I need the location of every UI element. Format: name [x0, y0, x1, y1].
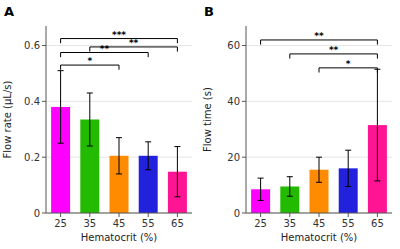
y-tick-label: 20 [227, 152, 240, 163]
error-bar [316, 157, 322, 182]
y-tick [42, 101, 46, 102]
y-axis-label: Flow rate (μL/s) [2, 80, 13, 158]
error-bar-line [174, 147, 180, 197]
x-tick [289, 213, 290, 217]
x-tick [89, 213, 90, 217]
plot-area [251, 69, 387, 213]
significance-label: *** [112, 30, 126, 40]
grid-line [246, 101, 392, 102]
error-bar [174, 147, 180, 197]
x-tick [377, 213, 378, 217]
x-tick [177, 213, 178, 217]
x-tick-label: 65 [371, 218, 384, 229]
error-bar-line [287, 177, 293, 197]
x-axis-label: Hematocrit (%) [281, 232, 357, 243]
x-tick-label: 25 [254, 218, 267, 229]
error-bar [116, 138, 122, 174]
error-bar [258, 178, 264, 200]
x-tick [260, 213, 261, 217]
y-tick [42, 45, 46, 46]
y-axis [246, 26, 247, 213]
significance-label: ** [314, 31, 324, 41]
error-bar-line [345, 150, 351, 186]
x-tick-label: 45 [113, 218, 126, 229]
x-tick [348, 213, 349, 217]
error-bar [87, 93, 93, 146]
x-tick-label: 25 [54, 218, 67, 229]
y-tick [42, 157, 46, 158]
error-bar [374, 69, 380, 181]
significance-label: * [87, 56, 92, 66]
y-tick-label: 40 [227, 96, 240, 107]
x-tick [148, 213, 149, 217]
x-axis-label: Hematocrit (%) [81, 232, 157, 243]
x-tick-label: 65 [171, 218, 184, 229]
error-bar-line [374, 69, 380, 181]
x-tick-label: 35 [283, 218, 296, 229]
error-bar-line [58, 71, 64, 144]
chart-canvas: 0 0.2 0.4 0.6 25 35 45 55 65 Hematocrit (%) Flow r… [0, 0, 400, 249]
y-tick-label: 0.6 [24, 40, 40, 51]
x-tick [60, 213, 61, 217]
error-bar-line [87, 93, 93, 146]
error-bar [58, 71, 64, 144]
y-tick-label: 0 [234, 208, 240, 219]
y-tick-label: 0.4 [24, 96, 40, 107]
grid-line [246, 45, 392, 46]
panel-label: B [204, 4, 214, 19]
significance-label: ** [129, 38, 139, 48]
y-tick [242, 45, 246, 46]
y-tick [242, 101, 246, 102]
error-bar-line [145, 142, 151, 170]
x-tick-label: 55 [142, 218, 155, 229]
x-tick-label: 45 [313, 218, 326, 229]
significance-label: * [346, 59, 351, 69]
error-bar-line [258, 178, 264, 200]
panel: 0 0.2 0.4 0.6 25 35 45 55 65 Hematocrit (%) Flow r… [2, 4, 192, 243]
plot-area [51, 71, 187, 213]
significance-label: ** [329, 45, 339, 55]
y-tick [242, 213, 246, 214]
panel: 0 20 40 60 25 35 45 55 65 Hematocrit (%) Flow time… [202, 4, 392, 243]
y-tick-label: 0 [34, 208, 40, 219]
error-bar-line [316, 157, 322, 182]
y-tick [242, 157, 246, 158]
x-tick-label: 35 [83, 218, 96, 229]
y-axis-label: Flow time (s) [202, 87, 213, 152]
error-bar [287, 177, 293, 197]
significance-label: ** [100, 44, 110, 54]
grid-line [46, 45, 192, 46]
y-tick-label: 0.2 [24, 152, 40, 163]
x-tick [119, 213, 120, 217]
error-bar [145, 142, 151, 170]
x-tick-label: 55 [342, 218, 355, 229]
x-tick [319, 213, 320, 217]
error-bar [345, 150, 351, 186]
grid-line [46, 101, 192, 102]
y-tick-label: 60 [227, 40, 240, 51]
panel-label: A [4, 4, 14, 19]
y-axis [46, 26, 47, 213]
y-tick [42, 213, 46, 214]
error-bar-line [116, 138, 122, 174]
